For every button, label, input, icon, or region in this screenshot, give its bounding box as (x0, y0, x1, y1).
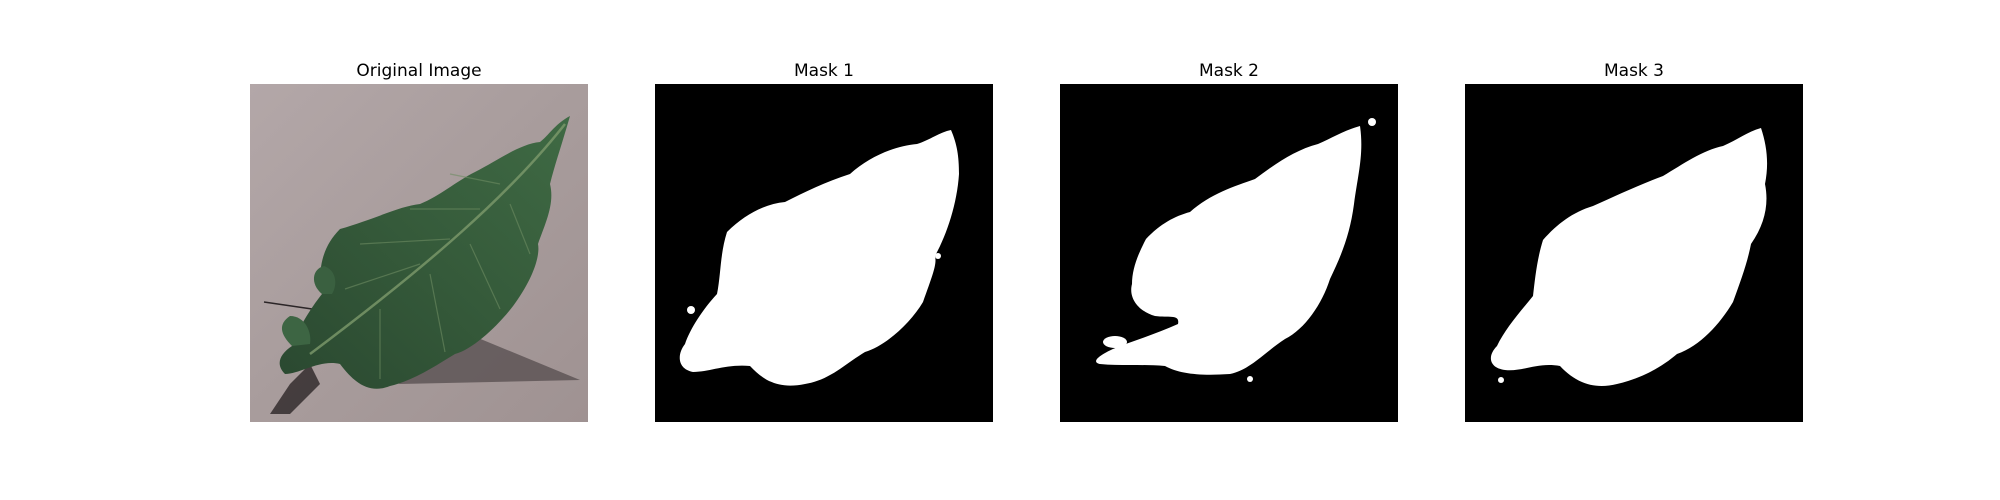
mask-speck (687, 306, 695, 314)
leaf-vein (344, 263, 421, 290)
leaf-midrib (309, 123, 566, 355)
mask-region (679, 130, 959, 386)
panel-title: Original Image (356, 61, 482, 81)
panel-mask-2: Mask 2 (1060, 58, 1398, 422)
leaf-vein (359, 238, 451, 245)
leaf-vein (429, 273, 446, 353)
leaf-mask (655, 84, 993, 422)
mask-fragment (1103, 336, 1127, 348)
leaf-vein (449, 173, 501, 185)
mask-region (1490, 128, 1768, 386)
leaf-mask (1465, 84, 1803, 422)
mask-region (1096, 126, 1362, 375)
mask-speck (1368, 118, 1376, 126)
panel-mask-3: Mask 3 (1465, 58, 1803, 422)
panel-title: Mask 1 (793, 61, 854, 81)
leaf-lobe (281, 316, 311, 346)
leaf-shadow-bottom (270, 364, 320, 414)
panel-original-image: Original Image (250, 58, 588, 422)
mask-speck (1247, 376, 1253, 382)
mask-speck (1498, 377, 1504, 383)
panel-mask-1: Mask 1 (655, 58, 993, 422)
panel-title: Mask 2 (1198, 61, 1259, 81)
leaf-lobe (313, 266, 336, 294)
mask-speck (935, 253, 941, 259)
leaf-vein (509, 203, 531, 255)
leaf-vein (469, 243, 501, 310)
leaf-photo (250, 84, 588, 422)
panel-title: Mask 3 (1603, 61, 1664, 81)
leaf-mask (1060, 84, 1398, 422)
